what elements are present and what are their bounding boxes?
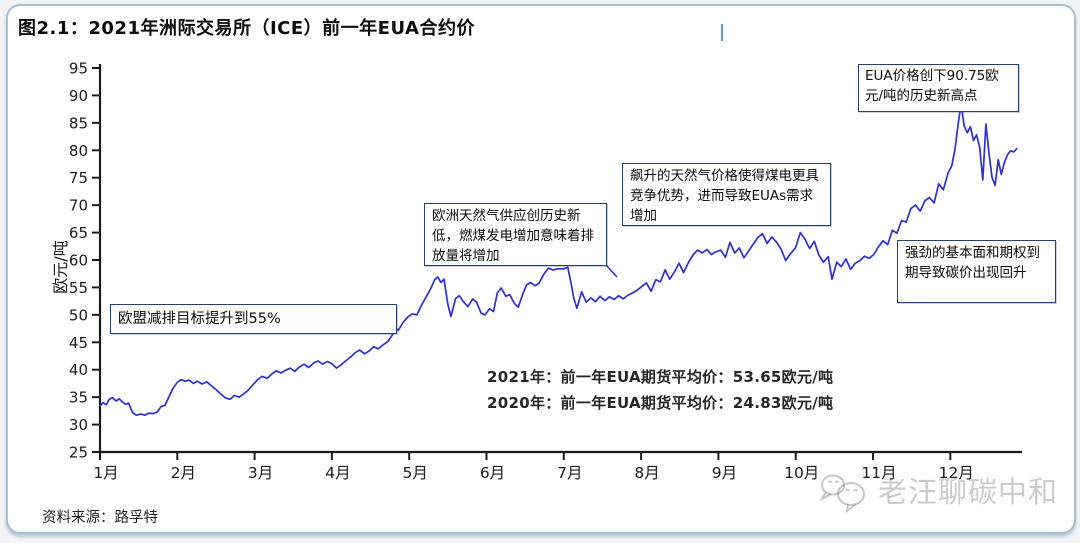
x-tick-label: 10月: [784, 464, 819, 482]
average-price-2020: 2020年：前一年EUA期货平均价：24.83欧元/吨: [487, 394, 834, 412]
annotation-eu-target: 欧盟减排目标提升到55%: [110, 304, 397, 334]
y-tick-label: 85: [69, 114, 88, 132]
annotation-leader: [605, 264, 618, 278]
x-tick-label: 3月: [248, 464, 273, 482]
x-tick-label: 4月: [325, 464, 350, 482]
x-tick-label: 2月: [171, 464, 196, 482]
annotation-record-high: EUA价格创下90.75欧元/吨的历史新高点: [858, 64, 1019, 112]
chart-title: 图2.1：2021年洲际交易所（ICE）前一年EUA合约价: [18, 18, 475, 39]
y-tick-label: 95: [69, 60, 88, 78]
y-tick-label: 50: [69, 306, 88, 324]
y-tick-label: 60: [69, 252, 88, 270]
y-tick-label: 75: [69, 169, 88, 187]
text-cursor-mark: [721, 24, 723, 41]
average-price-2021: 2021年：前一年EUA期货平均价：53.65欧元/吨: [487, 368, 834, 386]
annotation-fundamentals: 强劲的基本面和期权到期导致碳价出现回升: [897, 240, 1056, 303]
x-tick-label: 11月: [861, 464, 896, 482]
y-tick-label: 90: [69, 87, 88, 105]
y-tick-label: 55: [69, 279, 88, 297]
y-tick-label: 40: [69, 361, 88, 379]
y-axis-title: 欧元/吨: [51, 240, 70, 294]
y-tick-label: 65: [69, 224, 88, 242]
axes: [98, 64, 1022, 454]
annotation-gas-supply: 欧洲天然气供应创历史新低，燃煤发电增加意味着排放量将增加: [424, 203, 607, 266]
x-tick-label: 1月: [93, 464, 118, 482]
y-tick-label: 80: [69, 142, 88, 160]
y-tick-label: 30: [69, 416, 88, 434]
x-tick-label: 8月: [634, 464, 659, 482]
source-note: 资料来源：路孚特: [42, 510, 158, 526]
y-tick-label: 70: [69, 197, 88, 215]
y-tick-label: 25: [69, 444, 88, 462]
x-tick-label: 5月: [403, 464, 428, 482]
price-series-line: [99, 102, 1018, 417]
y-tick-label: 45: [69, 334, 88, 352]
x-tick-label: 7月: [557, 464, 582, 482]
y-tick-label: 35: [69, 389, 88, 407]
annotation-gas-price: 飙升的天然气价格使得煤电更具竞争优势，进而导致EUAs需求增加: [622, 163, 831, 226]
x-tick-label: 6月: [480, 464, 505, 482]
x-tick-label: 9月: [712, 464, 737, 482]
x-tick-label: 12月: [939, 464, 974, 482]
